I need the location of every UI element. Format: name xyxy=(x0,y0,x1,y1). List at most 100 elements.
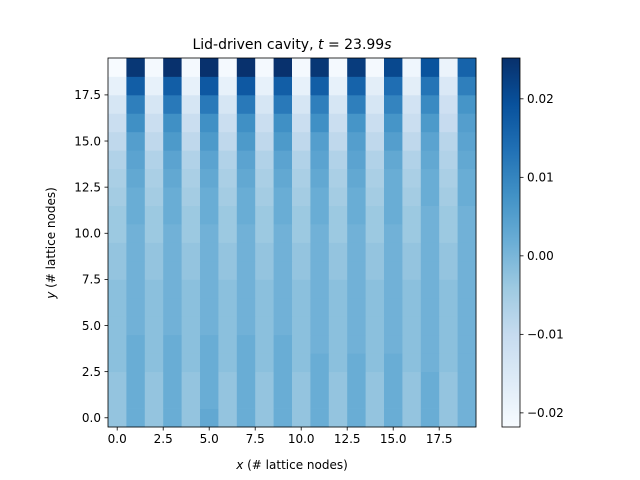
heatmap-cell xyxy=(365,242,385,262)
heatmap-cell xyxy=(328,316,348,336)
heatmap-cell xyxy=(384,371,403,391)
heatmap-cell xyxy=(108,131,127,151)
heatmap-cell xyxy=(365,94,385,114)
heatmap-cell xyxy=(255,187,274,206)
heatmap-cell xyxy=(310,205,330,225)
heatmap-cell xyxy=(402,297,422,317)
heatmap-cell xyxy=(292,316,311,336)
heatmap-cell xyxy=(200,131,219,151)
heatmap-cell xyxy=(218,168,238,188)
heatmap-cell xyxy=(236,390,256,409)
heatmap-cell xyxy=(218,408,238,428)
heatmap-cell xyxy=(218,58,238,77)
x-tick-label: 0.0 xyxy=(108,432,127,446)
heatmap-cell xyxy=(144,168,164,188)
heatmap-cell xyxy=(255,260,274,280)
heatmap-cell xyxy=(144,242,164,262)
heatmap-cell xyxy=(365,58,385,77)
heatmap-cell xyxy=(218,334,238,354)
heatmap-cell xyxy=(126,76,146,96)
y-tick-label: 15.0 xyxy=(74,134,101,148)
heatmap-cell xyxy=(108,168,127,188)
heatmap-cell xyxy=(439,76,458,96)
heatmap-cell xyxy=(328,408,348,428)
heatmap-cell xyxy=(273,390,293,409)
heatmap-cell xyxy=(402,150,422,170)
x-tick-label: 17.5 xyxy=(426,432,453,446)
heatmap-cell xyxy=(181,408,201,428)
heatmap-cell xyxy=(273,94,293,114)
heatmap-cell xyxy=(402,224,422,243)
heatmap-cell xyxy=(181,390,201,409)
heatmap-cell xyxy=(236,113,256,133)
heatmap-cell xyxy=(236,76,256,96)
heatmap-cell xyxy=(347,279,366,299)
heatmap-cell xyxy=(310,76,330,96)
heatmap-cell xyxy=(181,150,201,170)
heatmap-cell xyxy=(126,371,146,391)
heatmap-cell xyxy=(163,168,182,188)
heatmap-cell xyxy=(273,279,293,299)
heatmap-cell xyxy=(402,279,422,299)
heatmap-cell xyxy=(420,242,440,262)
heatmap-cell xyxy=(200,334,219,354)
heatmap-cell xyxy=(126,390,146,409)
heatmap-cell xyxy=(163,279,182,299)
heatmap-cell xyxy=(163,94,182,114)
heatmap-cell xyxy=(365,224,385,243)
heatmap-cell xyxy=(218,224,238,243)
heatmap-cell xyxy=(181,94,201,114)
heatmap-cell xyxy=(218,76,238,96)
heatmap-cell xyxy=(200,168,219,188)
heatmap-cell xyxy=(144,297,164,317)
heatmap-cell xyxy=(420,131,440,151)
heatmap-cell xyxy=(255,150,274,170)
heatmap-cell xyxy=(402,94,422,114)
heatmap-cell xyxy=(420,316,440,336)
heatmap-cell xyxy=(347,297,366,317)
heatmap-cell xyxy=(292,408,311,428)
heatmap-cell xyxy=(126,334,146,354)
heatmap-cell xyxy=(126,353,146,373)
heatmap-cell xyxy=(144,58,164,77)
heatmap-cell xyxy=(108,94,127,114)
heatmap-cell xyxy=(292,58,311,77)
heatmap-cell xyxy=(347,131,366,151)
heatmap-cell xyxy=(144,205,164,225)
heatmap-cell xyxy=(163,242,182,262)
heatmap-cell xyxy=(255,131,274,151)
heatmap-cell xyxy=(236,334,256,354)
heatmap-cell xyxy=(255,297,274,317)
heatmap-cell xyxy=(108,297,127,317)
heatmap-cell xyxy=(457,371,477,391)
heatmap-cell xyxy=(108,242,127,262)
heatmap-cell xyxy=(310,58,330,77)
heatmap-cell xyxy=(365,390,385,409)
colorbar xyxy=(501,57,521,428)
heatmap-cell xyxy=(126,260,146,280)
heatmap-cell xyxy=(310,390,330,409)
heatmap-cell xyxy=(457,224,477,243)
heatmap-cell xyxy=(457,297,477,317)
heatmap-cell xyxy=(292,371,311,391)
heatmap-cell xyxy=(292,131,311,151)
heatmap-cell xyxy=(310,224,330,243)
heatmap-cell xyxy=(310,353,330,373)
heatmap-cell xyxy=(144,187,164,206)
heatmap-cell xyxy=(347,94,366,114)
heatmap-cell xyxy=(328,150,348,170)
heatmap-cell xyxy=(236,150,256,170)
heatmap-cell xyxy=(347,242,366,262)
heatmap-cell xyxy=(200,187,219,206)
heatmap-cell xyxy=(457,390,477,409)
heatmap-cell xyxy=(273,131,293,151)
heatmap-cell xyxy=(200,353,219,373)
heatmap-cell xyxy=(384,58,403,77)
heatmap-cell xyxy=(200,94,219,114)
heatmap-cell xyxy=(218,94,238,114)
heatmap-cell xyxy=(236,131,256,151)
heatmap-cell xyxy=(273,316,293,336)
x-tick-label: 5.0 xyxy=(200,432,219,446)
heatmap-cell xyxy=(384,353,403,373)
heatmap-cell xyxy=(163,58,182,77)
